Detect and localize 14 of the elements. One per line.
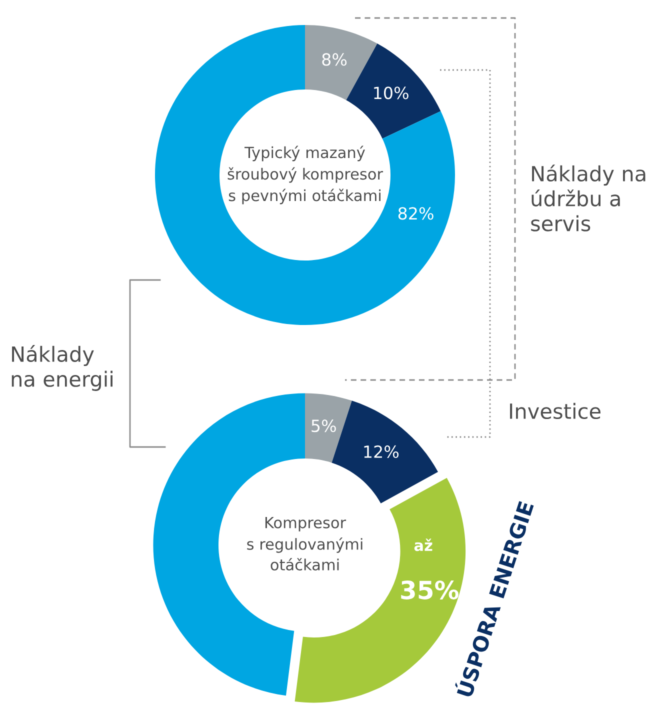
text: Náklady na údržbu a servis: [531, 164, 646, 232]
data-label: 35%: [401, 580, 459, 600]
text: až: [414, 538, 432, 552]
text: Náklady na energii: [12, 345, 112, 391]
data-label: 10%: [374, 86, 408, 100]
data-label: 82%: [398, 207, 434, 220]
data-label: 8%: [322, 53, 347, 66]
text: Kompresor s regulovanými otáčkami: [247, 517, 362, 570]
donut-slice: [155, 25, 455, 325]
donut-slice: [346, 44, 441, 139]
text: Investice: [510, 402, 600, 420]
text: Typický mazaný šroubový kompresor s pevnými otáčkami: [228, 146, 384, 204]
data-label: 12%: [364, 445, 399, 458]
data-label: 5%: [312, 420, 336, 432]
